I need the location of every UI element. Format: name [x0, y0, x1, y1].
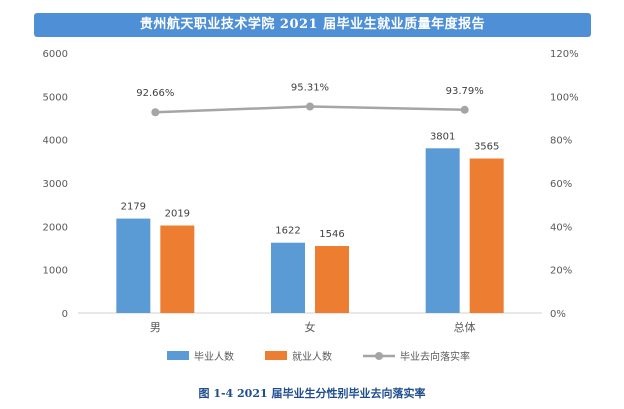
- rate-point: [306, 102, 314, 111]
- y2-tick-label: 40%: [550, 222, 572, 233]
- bar-data-label: 1546: [319, 229, 344, 240]
- y2-tick-label: 80%: [550, 136, 572, 147]
- bar: [116, 218, 151, 313]
- y-tick-label: 1000: [43, 266, 68, 277]
- x-tick-label: 总体: [454, 320, 476, 334]
- y2-tick-label: 100%: [550, 92, 579, 103]
- bar: [469, 158, 504, 313]
- report-title-banner: 贵州航天职业技术学院 2021 届毕业生就业质量年度报告: [34, 13, 591, 37]
- bar: [315, 246, 349, 313]
- y-tick-label: 3000: [43, 179, 68, 190]
- rate-point: [460, 105, 469, 114]
- rate-data-label: 95.31%: [291, 82, 329, 93]
- legend-label: 就业人数: [292, 350, 332, 363]
- rate-data-label: 92.66%: [136, 88, 174, 99]
- rate-point: [151, 108, 160, 117]
- bar: [160, 225, 195, 313]
- legend-label: 毕业去向落实率: [400, 350, 470, 363]
- bar-data-label: 2019: [165, 209, 190, 220]
- bar: [425, 148, 460, 313]
- legend-swatch: [167, 351, 189, 360]
- rate-data-label: 93.79%: [446, 86, 484, 97]
- bar: [271, 242, 305, 313]
- y-tick-label: 2000: [43, 222, 68, 233]
- legend-marker: [375, 352, 383, 360]
- y2-tick-label: 0%: [550, 309, 566, 320]
- y-tick-label: 0: [62, 309, 68, 320]
- legend-swatch: [265, 351, 287, 360]
- y2-tick-label: 60%: [550, 179, 572, 190]
- bar-data-label: 3565: [474, 142, 499, 153]
- bar-data-label: 1622: [275, 226, 300, 237]
- bar-data-label: 3801: [430, 131, 455, 142]
- figure-caption: 图 1-4 2021 届毕业生分性别毕业去向落实率: [198, 387, 426, 400]
- y-tick-label: 5000: [43, 92, 68, 103]
- x-tick-label: 男: [150, 321, 161, 334]
- y-tick-label: 4000: [43, 136, 68, 147]
- y-tick-label: 6000: [43, 49, 68, 60]
- legend-label: 毕业人数: [194, 350, 234, 363]
- y2-tick-label: 120%: [550, 49, 579, 60]
- bar-data-label: 2179: [121, 202, 146, 213]
- bar-line-chart: 0 1000 2000 3000 4000 5000 6000 0% 20% 40% 60% 80% 1…: [43, 49, 579, 363]
- y2-tick-label: 20%: [550, 266, 572, 277]
- x-tick-label: 女: [305, 320, 316, 334]
